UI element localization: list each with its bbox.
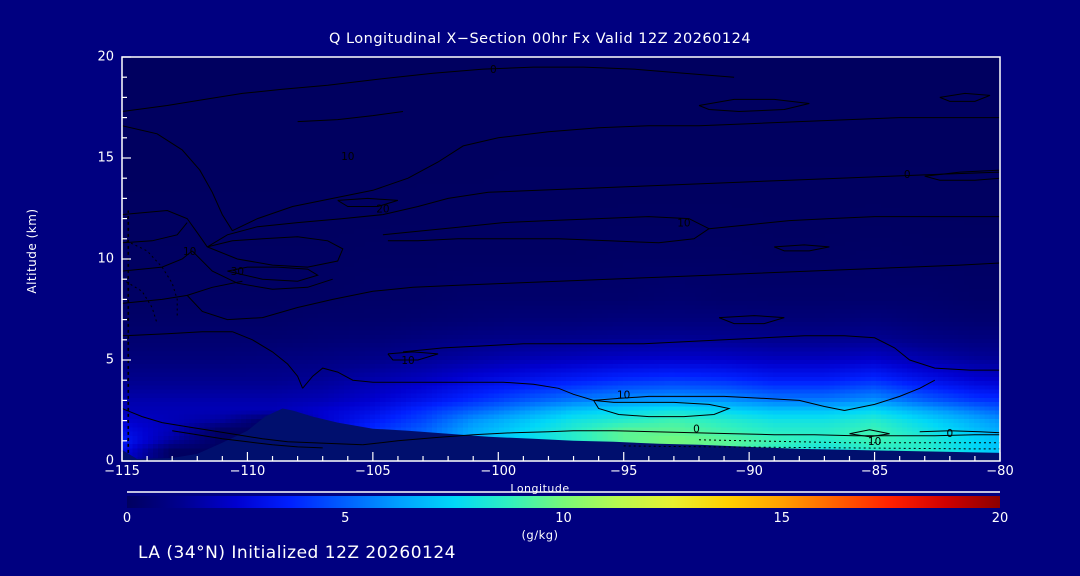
y-tick-label: 10 <box>97 251 114 267</box>
contour-line-dashed <box>698 439 1000 444</box>
contour-line <box>122 408 363 446</box>
contour-line <box>227 266 319 282</box>
contour-label: 10 <box>617 389 630 401</box>
contour-line <box>698 98 810 113</box>
contour-line <box>122 209 208 248</box>
colorbar-tick-label: 0 <box>122 511 132 526</box>
x-tick-label: −85 <box>860 464 889 479</box>
contour-label: 20 <box>376 204 389 216</box>
contour-line <box>593 399 731 418</box>
contour-line <box>172 430 323 449</box>
colorbar-tick-label: 10 <box>555 511 572 526</box>
contour-label: 10 <box>341 151 354 163</box>
x-tick-label: −95 <box>609 464 638 479</box>
contour-line <box>718 315 785 325</box>
contour-line <box>844 379 936 411</box>
contour-label: 0 <box>904 169 911 181</box>
contour-line <box>387 351 439 361</box>
contour-line <box>122 294 188 304</box>
colorbar-tick-label: 5 <box>341 511 350 526</box>
terrain-mask <box>122 408 1000 461</box>
y-tick-label: 5 <box>105 352 114 368</box>
colorbar-tick-label: 20 <box>991 511 1009 526</box>
contour-label: 0 <box>693 424 700 436</box>
contour-label: 30 <box>231 266 244 278</box>
colorbar-units-label: (g/kg) <box>521 528 559 542</box>
chart-footer-label: LA (34°N) Initialized 12Z 20260124 <box>138 543 456 563</box>
contour-line <box>919 430 1000 434</box>
contour-label: 10 <box>677 218 690 230</box>
contour-label: 0 <box>490 64 497 76</box>
contour-line <box>122 66 735 112</box>
contour-line <box>191 250 333 290</box>
contour-line <box>122 125 233 231</box>
contour-line <box>362 430 574 446</box>
contour-line <box>232 331 304 389</box>
contour-line <box>297 111 404 123</box>
contour-label: 10 <box>183 246 196 258</box>
contour-line <box>122 222 188 244</box>
x-tick-label: −80 <box>986 464 1014 479</box>
x-tick-label: −100 <box>480 464 517 479</box>
x-tick-label: −110 <box>229 464 266 479</box>
contour-label: 10 <box>401 355 414 367</box>
contour-line <box>573 430 1000 437</box>
contour-line <box>302 367 594 401</box>
contour-line <box>924 169 1000 181</box>
contour-line <box>708 216 1000 230</box>
contour-label: 10 <box>868 436 881 448</box>
contour-line <box>593 395 845 411</box>
contour-line <box>122 331 233 337</box>
contour-line <box>207 171 1000 248</box>
contour-line <box>186 262 1000 321</box>
contour-line <box>207 236 344 268</box>
contour-line <box>337 197 399 207</box>
colorbar-tick-label: 15 <box>773 511 791 526</box>
contour-line <box>939 92 991 102</box>
y-tick-label: 0 <box>105 453 114 469</box>
contour-label: 0 <box>946 428 953 440</box>
contour-line <box>232 117 1000 232</box>
contour-line-dashed <box>122 278 158 324</box>
contour-line <box>402 335 1000 371</box>
x-tick-label: −115 <box>104 464 140 479</box>
contour-line <box>774 244 830 252</box>
contour-line-dashed <box>623 445 1000 450</box>
contour-line <box>122 250 193 272</box>
x-tick-label: −105 <box>354 464 391 479</box>
y-tick-label: 20 <box>97 49 114 65</box>
y-tick-label: 15 <box>97 150 114 166</box>
colorbar <box>127 496 1000 508</box>
chart-title: Q Longitudinal X−Section 00hr Fx Valid 1… <box>328 31 752 47</box>
x-tick-label: −90 <box>735 464 763 479</box>
contour-line <box>187 280 243 296</box>
